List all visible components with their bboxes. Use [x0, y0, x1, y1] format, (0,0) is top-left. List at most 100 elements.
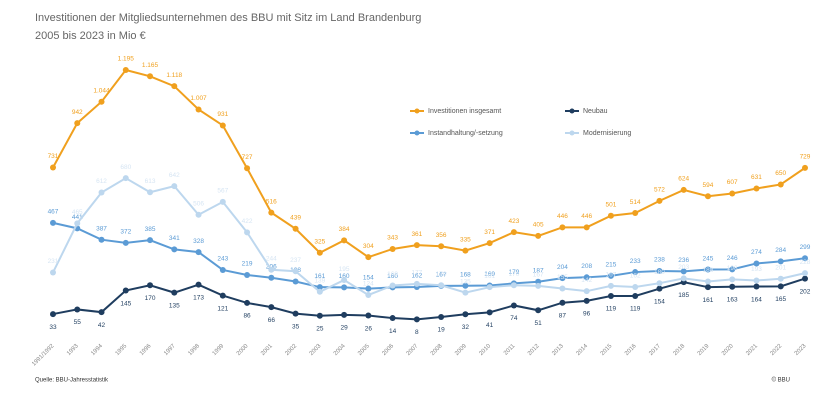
data-label: 161 [703, 297, 714, 304]
data-point [74, 306, 81, 313]
data-point [98, 98, 105, 105]
data-label: 198 [727, 265, 738, 272]
data-label: 243 [217, 256, 228, 263]
data-label: 245 [703, 255, 714, 262]
data-point [729, 283, 736, 290]
data-label: 244 [266, 255, 277, 262]
data-point [292, 278, 299, 285]
data-point [195, 249, 202, 256]
data-point [122, 239, 129, 246]
data-label: 237 [290, 257, 301, 264]
data-point [462, 247, 469, 254]
data-point [219, 198, 226, 205]
x-tick-label: 2018 [673, 343, 687, 357]
data-label: 612 [96, 178, 107, 185]
data-label: 142 [581, 277, 592, 284]
data-point [535, 278, 542, 285]
data-label: 202 [800, 288, 811, 295]
data-point [365, 312, 372, 319]
data-label: 162 [630, 273, 641, 280]
data-label: 729 [800, 154, 811, 161]
x-tick-label: 2008 [430, 343, 444, 357]
x-tick-label: 2013 [551, 343, 565, 357]
x-tick-label: 2015 [600, 343, 614, 357]
data-label: 572 [654, 187, 665, 194]
data-point [292, 225, 299, 232]
data-point [510, 282, 517, 289]
data-label: 29 [340, 325, 348, 332]
x-tick-label: 2020 [721, 343, 735, 357]
series-line [52, 68, 806, 259]
x-tick-label: 2009 [454, 343, 468, 357]
data-point [607, 212, 614, 219]
data-label: 173 [193, 294, 204, 301]
data-point [122, 67, 129, 73]
data-point [122, 287, 129, 294]
x-tick-label: 1993 [66, 343, 80, 357]
data-point [632, 283, 639, 290]
data-label: 208 [581, 263, 592, 270]
data-label: 193 [751, 266, 762, 273]
data-point [195, 106, 202, 113]
data-point [365, 254, 372, 261]
data-label: 170 [436, 271, 447, 278]
data-point [753, 277, 760, 284]
legend-label: Neubau [583, 108, 608, 115]
data-point [244, 229, 251, 236]
data-point [50, 219, 56, 226]
data-label: 516 [266, 198, 277, 205]
data-label: 384 [339, 226, 350, 233]
data-point [753, 283, 760, 290]
data-label: 74 [510, 315, 518, 322]
data-point [365, 285, 372, 292]
data-point [510, 229, 517, 236]
data-label: 236 [678, 257, 689, 264]
x-tick-label: 2017 [648, 343, 662, 357]
data-label: 185 [678, 292, 689, 299]
data-label: 160 [387, 273, 398, 280]
data-label: 215 [606, 262, 617, 269]
data-label: 161 [314, 273, 325, 280]
data-label: 304 [363, 243, 374, 250]
data-point [316, 284, 323, 291]
data-label: 154 [363, 274, 374, 281]
data-point [535, 282, 542, 289]
data-label: 55 [74, 319, 82, 326]
legend-marker [414, 130, 420, 136]
data-point [462, 282, 469, 289]
data-point [219, 122, 226, 129]
data-point [122, 175, 129, 182]
data-point [583, 274, 590, 281]
data-point [195, 211, 202, 218]
data-point [74, 120, 81, 127]
data-label: 1.118 [166, 72, 182, 79]
chart-subtitle: 2005 bis 2023 in Mio € [35, 30, 146, 42]
data-label: 372 [120, 229, 131, 236]
data-point [268, 274, 275, 281]
data-label: 26 [365, 325, 373, 332]
data-label: 66 [268, 317, 276, 324]
data-point [632, 293, 639, 300]
data-point [680, 275, 687, 282]
copyright: © BBU [772, 377, 790, 384]
data-point [729, 276, 736, 283]
data-label: 87 [559, 312, 567, 319]
data-label: 727 [242, 154, 253, 161]
data-point [389, 245, 396, 252]
data-point [389, 282, 396, 289]
data-point [438, 314, 445, 321]
data-point [607, 293, 614, 300]
data-label: 162 [411, 273, 422, 280]
data-label: 41 [486, 322, 494, 329]
x-tick-label: 2002 [284, 343, 298, 357]
data-label: 501 [606, 201, 617, 208]
data-point [535, 307, 542, 314]
data-point [413, 280, 420, 287]
data-point [777, 181, 784, 188]
data-point [365, 291, 372, 298]
data-point [656, 280, 663, 287]
data-label: 201 [775, 265, 786, 272]
data-label: 514 [630, 199, 641, 206]
data-label: 423 [508, 218, 519, 225]
